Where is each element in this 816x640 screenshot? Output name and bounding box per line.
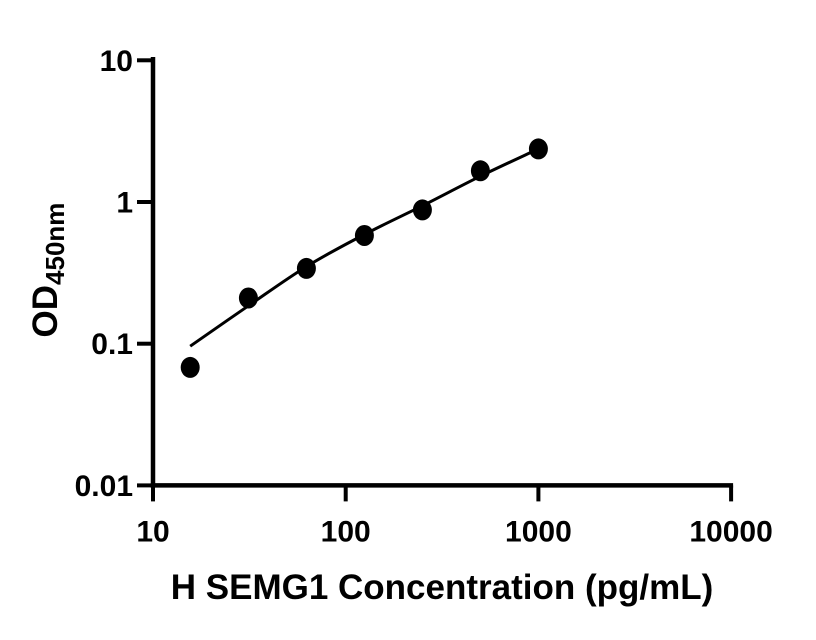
y-tick-label: 10 <box>100 45 133 78</box>
x-axis-title: H SEMG1 Concentration (pg/mL) <box>171 568 714 607</box>
x-tick-label: 10 <box>136 515 169 548</box>
y-axis-title-main: OD <box>26 285 65 338</box>
y-tick-label: 1 <box>116 187 133 220</box>
data-point <box>528 138 548 160</box>
data-point <box>354 225 374 246</box>
data-point <box>412 199 432 221</box>
y-axis-title-subscript: 450nm <box>40 203 70 285</box>
data-points-group <box>180 138 548 378</box>
x-tick-label: 100 <box>321 515 371 548</box>
x-ticks-group: 10 100 1000 10000 <box>136 485 773 548</box>
data-point <box>296 257 316 279</box>
data-point <box>238 287 258 309</box>
y-ticks-group: 0.01 0.1 1 10 <box>75 45 153 503</box>
x-tick-label: 1000 <box>505 515 572 548</box>
y-axis: 0.01 0.1 1 10 <box>75 45 156 503</box>
x-tick-label: 10000 <box>689 515 772 548</box>
y-tick-label: 0.1 <box>91 328 133 361</box>
y-tick-label: 0.01 <box>75 470 133 503</box>
x-axis: 10 100 1000 10000 <box>136 483 773 548</box>
y-axis-title: OD450nm <box>26 203 70 338</box>
data-point <box>470 160 490 182</box>
data-point <box>180 356 200 378</box>
